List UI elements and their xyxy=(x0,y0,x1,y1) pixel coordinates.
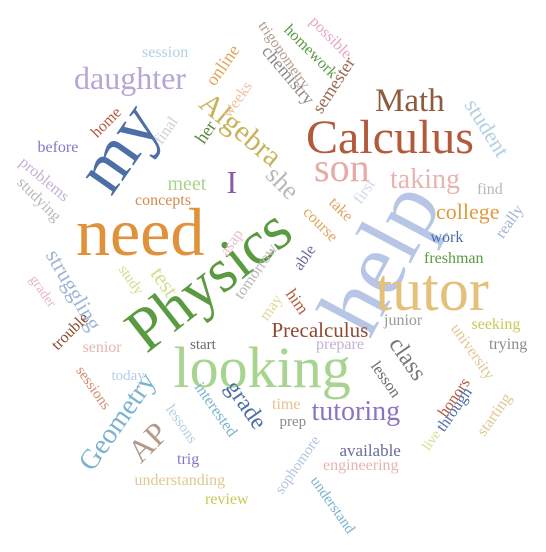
word-tutoring: tutoring xyxy=(311,396,401,427)
word-taking: taking xyxy=(390,164,460,195)
word-college: college xyxy=(436,199,500,224)
word-concepts: concepts xyxy=(135,192,191,209)
word-live: live xyxy=(419,427,444,454)
word-work: work xyxy=(430,229,464,246)
word-find: find xyxy=(477,181,503,198)
word-trig: trig xyxy=(177,451,200,468)
word-tutor: tutor xyxy=(375,257,489,323)
word-starting: starting xyxy=(473,390,516,440)
word-online: online xyxy=(200,40,244,90)
word-time: time xyxy=(272,396,301,413)
word-sessions: sessions xyxy=(71,362,114,413)
word-son: son xyxy=(314,145,370,190)
word-seeking: seeking xyxy=(471,316,521,333)
word-available: available xyxy=(339,440,401,460)
word-today: today xyxy=(111,367,145,384)
word-trying: trying xyxy=(489,336,528,353)
word-daughter: daughter xyxy=(74,60,186,96)
word-prep: prep xyxy=(279,413,307,430)
word-meet: meet xyxy=(167,173,207,195)
word-before: before xyxy=(37,139,79,156)
word-engineering: engineering xyxy=(323,457,399,474)
word-junior: junior xyxy=(384,312,423,329)
word-looking: looking xyxy=(173,335,351,400)
word-understand: understand xyxy=(306,473,358,537)
word-start: start xyxy=(190,336,216,353)
word-precalculus: Precalculus xyxy=(271,317,369,342)
word-session: session xyxy=(142,44,189,61)
word-understanding: understanding xyxy=(134,472,226,489)
word-my: my xyxy=(60,88,176,207)
word-i: I xyxy=(226,164,238,200)
word-review: review xyxy=(205,491,249,508)
word-prepare: prepare xyxy=(316,336,364,353)
word-senior: senior xyxy=(82,339,122,356)
word-math: Math xyxy=(375,82,445,119)
word-calculus: Calculus xyxy=(306,111,474,164)
word-need: need xyxy=(76,194,205,270)
word-freshman: freshman xyxy=(424,250,484,267)
